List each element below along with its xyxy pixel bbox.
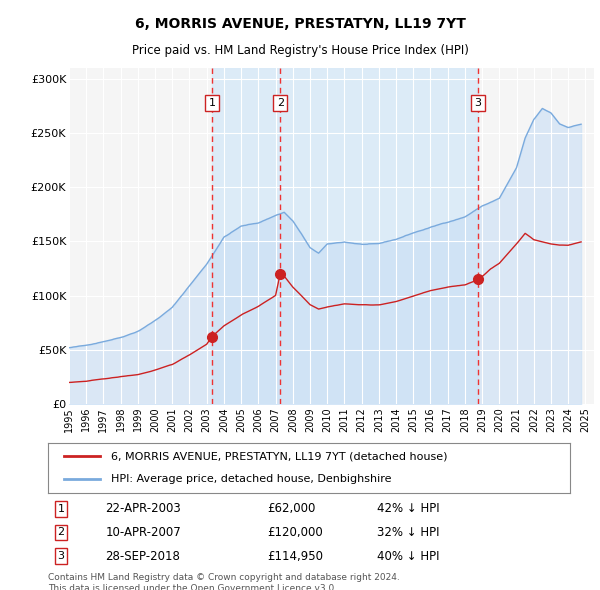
Text: 10-APR-2007: 10-APR-2007	[106, 526, 181, 539]
Text: 1: 1	[208, 98, 215, 108]
Text: HPI: Average price, detached house, Denbighshire: HPI: Average price, detached house, Denb…	[110, 474, 391, 484]
Text: 32% ↓ HPI: 32% ↓ HPI	[377, 526, 439, 539]
Text: 1: 1	[58, 504, 65, 514]
Text: 6, MORRIS AVENUE, PRESTATYN, LL19 7YT (detached house): 6, MORRIS AVENUE, PRESTATYN, LL19 7YT (d…	[110, 451, 447, 461]
Text: 42% ↓ HPI: 42% ↓ HPI	[377, 502, 439, 516]
Text: £62,000: £62,000	[267, 502, 316, 516]
Text: 22-APR-2003: 22-APR-2003	[106, 502, 181, 516]
Text: £120,000: £120,000	[267, 526, 323, 539]
Text: 6, MORRIS AVENUE, PRESTATYN, LL19 7YT: 6, MORRIS AVENUE, PRESTATYN, LL19 7YT	[134, 17, 466, 31]
Text: 3: 3	[58, 551, 65, 561]
Text: Price paid vs. HM Land Registry's House Price Index (HPI): Price paid vs. HM Land Registry's House …	[131, 44, 469, 57]
Text: 3: 3	[475, 98, 481, 108]
Text: 2: 2	[58, 527, 65, 537]
Text: 2: 2	[277, 98, 284, 108]
Text: £114,950: £114,950	[267, 549, 323, 563]
Text: Contains HM Land Registry data © Crown copyright and database right 2024.
This d: Contains HM Land Registry data © Crown c…	[48, 573, 400, 590]
Text: 40% ↓ HPI: 40% ↓ HPI	[377, 549, 439, 563]
Bar	[280, 68, 478, 404]
Bar	[212, 68, 280, 404]
Text: 28-SEP-2018: 28-SEP-2018	[106, 549, 180, 563]
